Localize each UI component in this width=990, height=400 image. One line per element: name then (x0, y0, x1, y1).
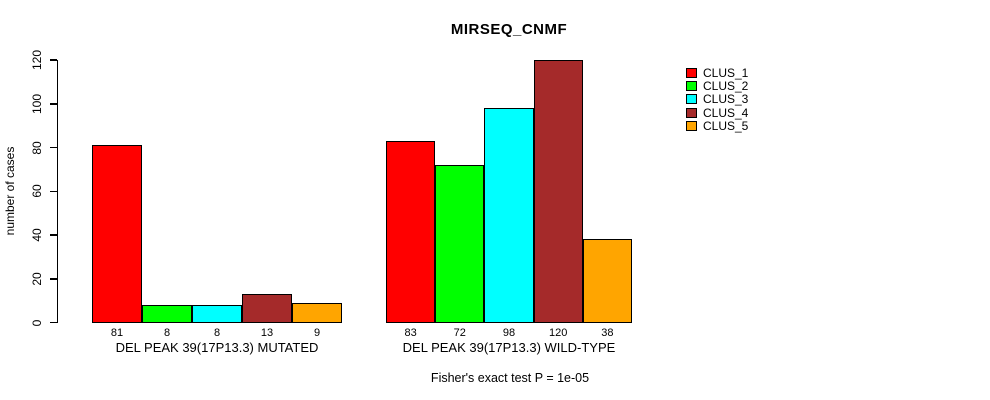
y-axis-tick (49, 103, 57, 105)
x-group-label: DEL PEAK 39(17P13.3) WILD-TYPE (402, 340, 616, 355)
bar-value-label: 8 (213, 327, 221, 339)
bar-value-label: 98 (502, 327, 516, 339)
y-axis-tick (49, 59, 57, 61)
bar-clus-5-group2 (582, 239, 632, 323)
bar-value-label: 72 (453, 327, 466, 339)
legend-label-clus-4: CLUS_4 (703, 105, 749, 120)
bar-clus-1-group2 (386, 140, 436, 323)
bar-value-label: 120 (549, 327, 568, 339)
y-axis-tick-label: 20 (30, 272, 44, 286)
legend-label-clus-3: CLUS_3 (703, 92, 749, 107)
annotation-text: Fisher's exact test P = 1e-05 (430, 371, 590, 385)
legend-label-clus-2: CLUS_2 (703, 79, 749, 94)
bar-value-label: 8 (163, 327, 171, 339)
y-axis-tick (49, 278, 57, 280)
bar-value-label: 83 (404, 327, 417, 339)
bar-clus-2-group2 (435, 165, 485, 323)
bar-clus-2-group1 (142, 305, 192, 323)
y-axis-tick-label: 80 (30, 140, 44, 155)
y-axis-line (56, 60, 58, 323)
bar-value-label: 38 (601, 327, 614, 339)
y-axis-tick-label: 40 (30, 228, 44, 242)
y-axis-tick-label: 100 (30, 93, 44, 114)
bar-clus-3-group2 (484, 108, 534, 323)
bar-value-label: 13 (260, 327, 274, 339)
y-axis-tick (49, 190, 57, 192)
y-axis-tick (49, 321, 57, 324)
y-axis-tick-label: 0 (30, 319, 44, 326)
bar-value-label: 9 (313, 327, 321, 339)
y-axis-label: number of cases (3, 146, 17, 236)
bar-clus-5-group1 (292, 302, 342, 323)
bar-value-label: 81 (110, 327, 124, 339)
legend-swatch-clus-5 (686, 120, 697, 131)
legend-swatch-clus-4 (686, 107, 697, 118)
legend-swatch-clus-1 (686, 68, 697, 78)
y-axis-tick (49, 146, 57, 149)
bar-clus-1-group1 (92, 145, 142, 323)
y-axis-tick (49, 234, 57, 236)
y-axis-tick-label: 60 (30, 184, 44, 198)
bar-clus-3-group1 (192, 305, 242, 323)
bar-clus-4-group1 (242, 294, 292, 323)
y-axis-tick-label: 120 (30, 49, 44, 71)
legend-swatch-clus-3 (686, 94, 697, 105)
x-group-label: DEL PEAK 39(17P13.3) MUTATED (115, 340, 319, 355)
chart-title: MIRSEQ_CNMF (450, 21, 568, 38)
legend-label-clus-5: CLUS_5 (703, 118, 749, 133)
legend-swatch-clus-2 (686, 81, 697, 92)
bar-clus-4-group2 (533, 60, 583, 323)
legend-label-clus-1: CLUS_1 (703, 66, 749, 80)
